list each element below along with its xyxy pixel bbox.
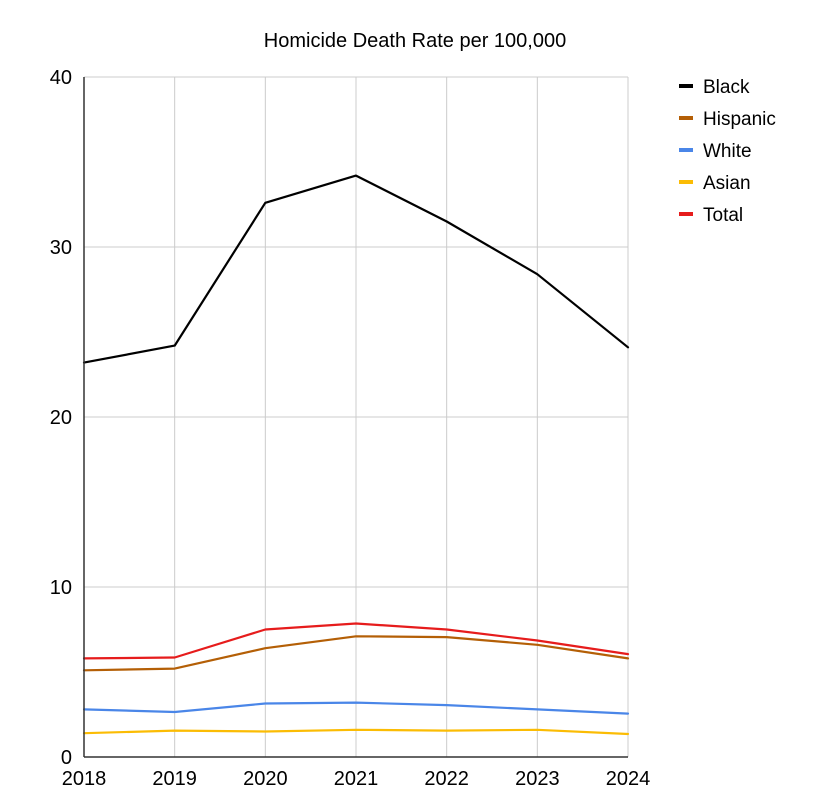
legend-item-hispanic: Hispanic <box>679 109 776 130</box>
y-tick-label: 10 <box>50 577 72 599</box>
legend-label: Asian <box>703 173 751 194</box>
y-tick-label: 30 <box>50 237 72 259</box>
x-tick-label: 2021 <box>334 768 379 790</box>
chart-title: Homicide Death Rate per 100,000 <box>264 30 566 52</box>
legend-label: Total <box>703 205 743 226</box>
legend-label: Black <box>703 77 750 98</box>
legend-item-white: White <box>679 141 752 162</box>
x-tick-label: 2022 <box>424 768 469 790</box>
x-tick-label: 2024 <box>606 768 651 790</box>
series-lines <box>82 174 630 736</box>
legend-label: White <box>703 141 752 162</box>
series-line-total <box>82 622 630 660</box>
axes <box>83 77 628 758</box>
legend: Black Hispanic White Asian Total <box>679 77 776 226</box>
y-tick-label: 40 <box>50 67 72 89</box>
series-line-asian <box>82 728 630 736</box>
tick-labels: 0 10 20 30 40 2018 2019 2020 2021 2022 2023 2024 <box>50 67 651 790</box>
legend-item-total: Total <box>679 205 743 226</box>
legend-item-black: Black <box>679 77 750 98</box>
legend-item-asian: Asian <box>679 173 751 194</box>
x-tick-label: 2018 <box>62 768 107 790</box>
x-tick-label: 2020 <box>243 768 288 790</box>
x-tick-label: 2023 <box>515 768 560 790</box>
series-line-hispanic <box>82 635 630 672</box>
y-tick-label: 20 <box>50 407 72 429</box>
series-line-black <box>82 174 630 364</box>
y-tick-label: 0 <box>61 747 72 769</box>
series-line-white <box>82 701 630 715</box>
x-tick-label: 2019 <box>152 768 197 790</box>
gridlines <box>84 76 629 757</box>
legend-label: Hispanic <box>703 109 776 130</box>
